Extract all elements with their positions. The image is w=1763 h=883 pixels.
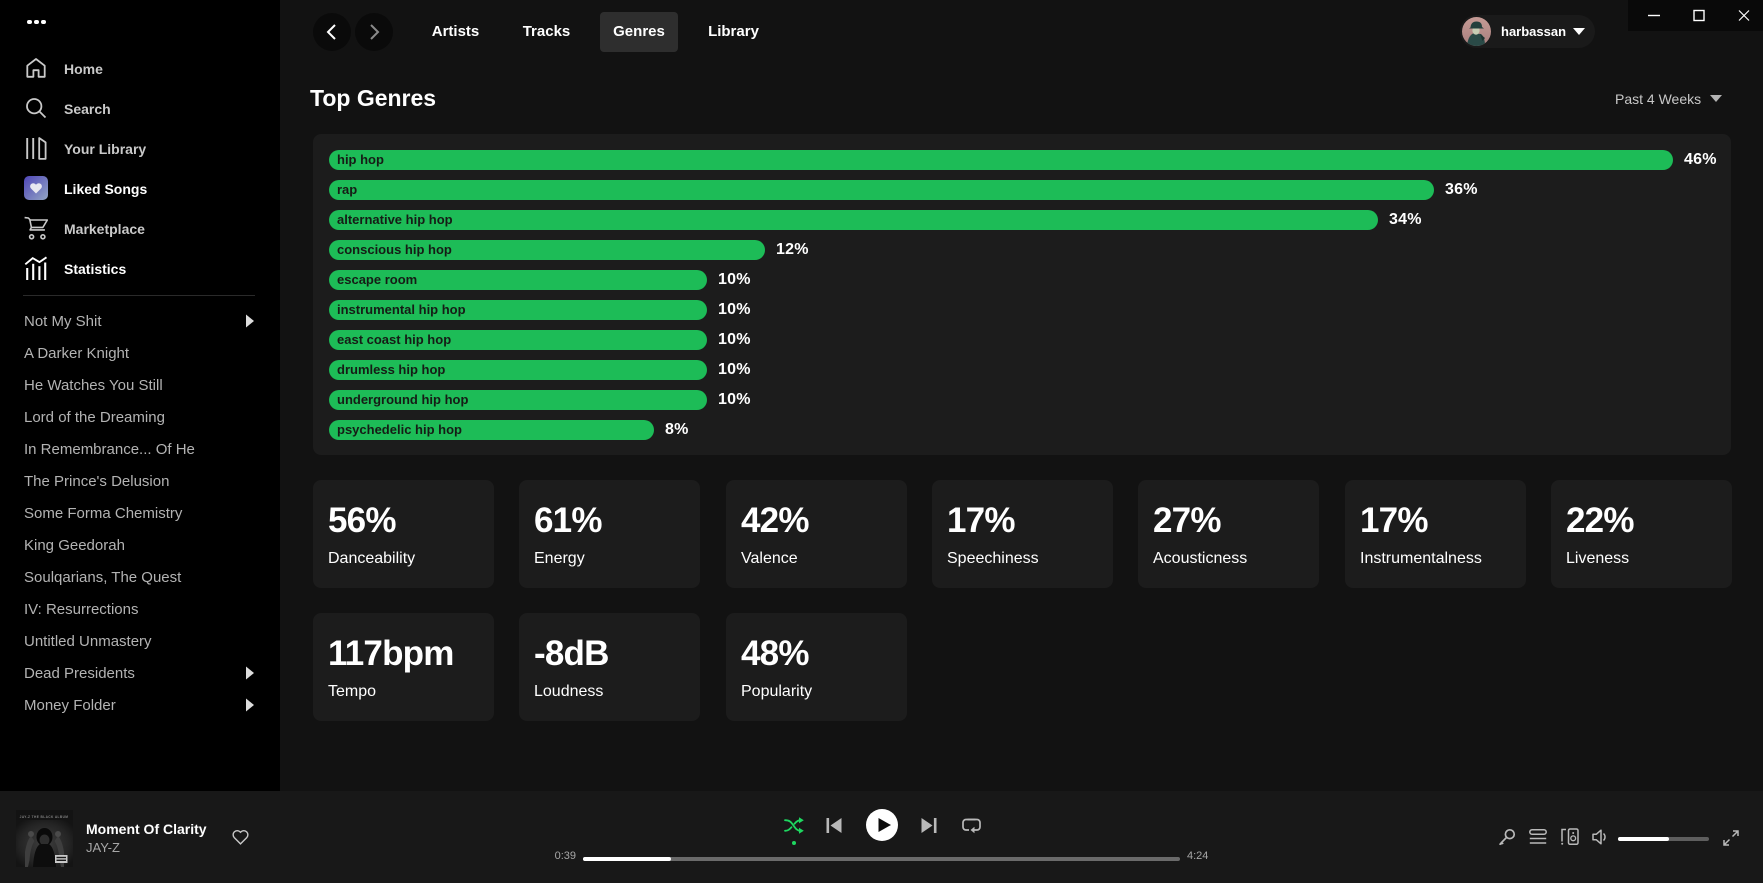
svg-text:JAY-Z THE BLACK ALBUM: JAY-Z THE BLACK ALBUM [20,815,69,819]
